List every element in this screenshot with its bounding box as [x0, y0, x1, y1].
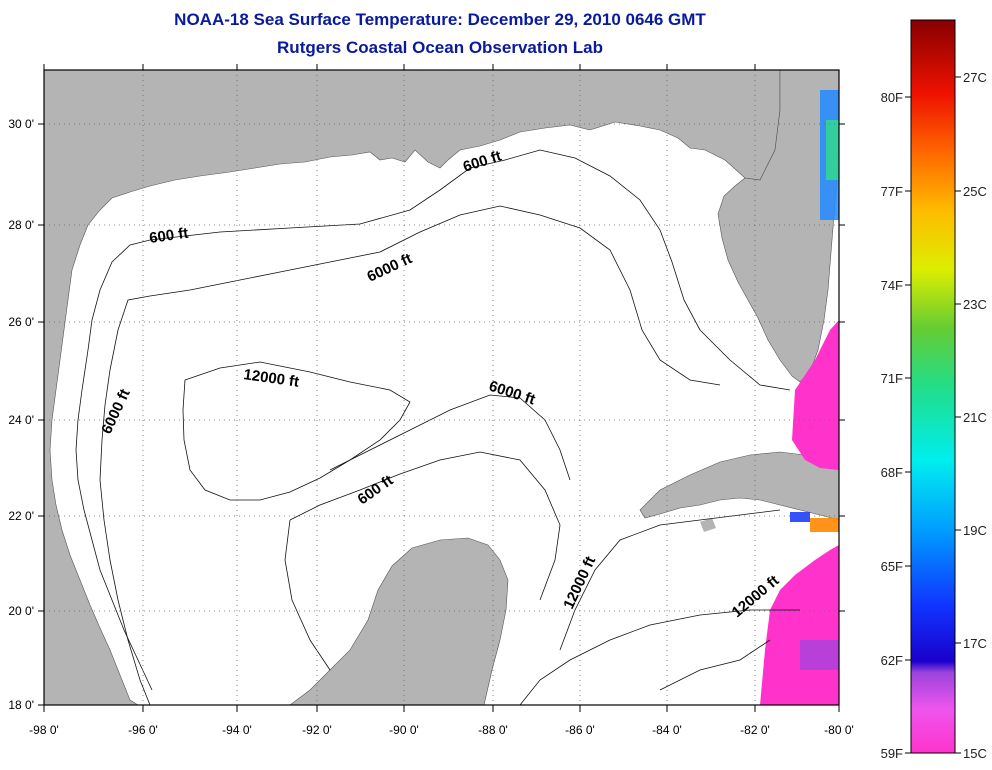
lon-label-92: -92 0' — [302, 723, 332, 737]
axis-ticks — [38, 64, 845, 712]
colorbar-c-15: 15C — [963, 746, 987, 761]
contour-lines — [75, 149, 800, 705]
colorbar-f-68: 68F — [881, 465, 903, 480]
map-subtitle: Rutgers Coastal Ocean Observation Lab — [277, 38, 603, 57]
colorbar-f-59: 59F — [881, 746, 903, 761]
lon-label-80: -80 0' — [824, 723, 854, 737]
yucatan-land — [289, 537, 509, 705]
colorbar-c-23: 23C — [963, 297, 987, 312]
lon-label-94: -94 0' — [222, 723, 252, 737]
colorbar-f-77: 77F — [881, 184, 903, 199]
map-body: 600 ft 600 ft 6000 ft 6000 ft 12000 ft 6… — [44, 70, 839, 705]
lon-label-90: -90 0' — [389, 723, 419, 737]
colorbar-c-27: 27C — [963, 70, 987, 85]
us-gulf-coast-land — [44, 70, 781, 705]
lat-label-22: 22 0' — [8, 509, 34, 523]
lat-label-28: 28 0' — [8, 218, 34, 232]
sst-swath — [760, 90, 839, 705]
colorbar-f-71: 71F — [881, 371, 903, 386]
contour-label-600ft-west: 600 ft — [148, 225, 189, 247]
colorbar-f-74: 74F — [881, 278, 903, 293]
lat-label-26: 26 0' — [8, 315, 34, 329]
lon-label-98: -98 0' — [29, 723, 59, 737]
lon-label-86: -86 0' — [565, 723, 595, 737]
colorbar-ticks — [905, 76, 961, 754]
graticule — [44, 70, 839, 705]
lat-label-20: 20 0' — [8, 604, 34, 618]
lat-label-18: 18 0' — [8, 698, 34, 712]
colorbar-c-19: 19C — [963, 523, 987, 538]
colorbar-c-21: 21C — [963, 410, 987, 425]
lon-label-88: -88 0' — [478, 723, 508, 737]
colorbar-f-62: 62F — [881, 653, 903, 668]
colorbar — [910, 19, 956, 754]
map-frame — [43, 69, 840, 706]
lat-label-24: 24 0' — [8, 413, 34, 427]
lon-label-82: -82 0' — [740, 723, 770, 737]
cuba-land — [639, 451, 839, 521]
colorbar-c-17: 17C — [963, 636, 987, 651]
colorbar-f-80: 80F — [881, 90, 903, 105]
colorbar-c-25: 25C — [963, 184, 987, 199]
map-title: NOAA-18 Sea Surface Temperature: Decembe… — [174, 10, 706, 29]
colorbar-f-65: 65F — [881, 559, 903, 574]
lat-label-30: 30 0' — [8, 117, 34, 131]
lon-label-96: -96 0' — [128, 723, 158, 737]
lon-label-84: -84 0' — [652, 723, 682, 737]
